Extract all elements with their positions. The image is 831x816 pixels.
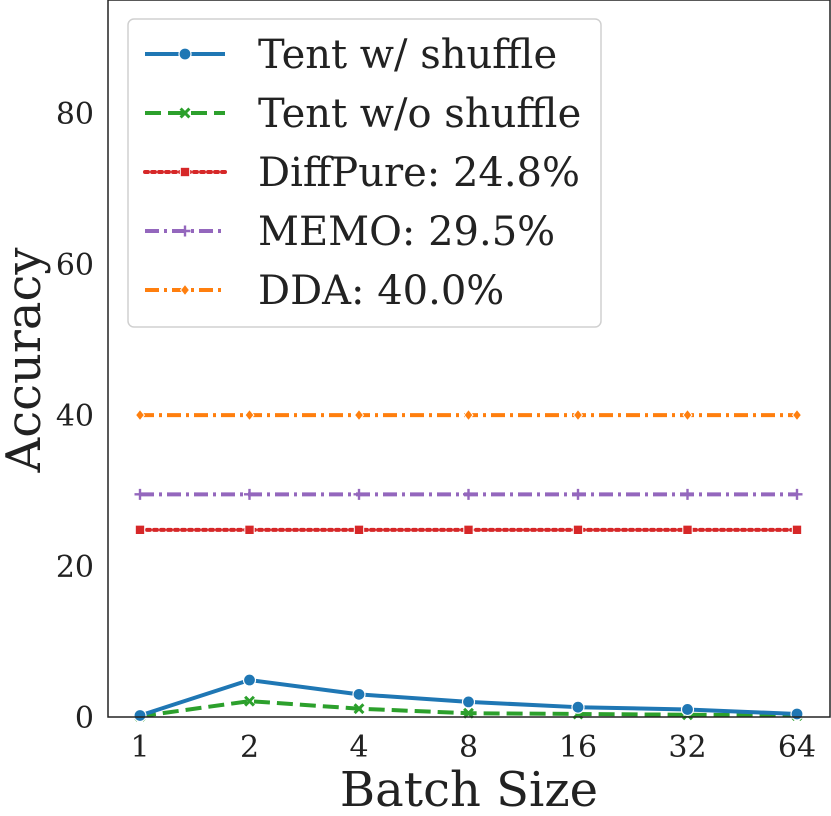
data-point-tent-w-o-shuffle-8 [463,707,474,719]
data-point-memo-16 [572,488,584,500]
legend-box [127,18,602,328]
data-point-diffpure-32 [682,524,693,536]
legend-entries: Tent w/ shuffle Tent w/o shuffle DiffPure:… [143,32,581,314]
legend-marker-tent-w-shuffle [178,47,192,61]
series-dda [134,408,803,422]
data-point-diffpure-1 [134,524,146,536]
y-axis-title: Accuracy [0,248,52,474]
legend-label-diffpure: DiffPure: 24.8% [258,150,580,196]
y-tick-label: 20 [56,550,94,585]
x-tick-label: 8 [459,730,478,765]
legend-label-tent-w-shuffle: Tent w/ shuffle [258,32,557,78]
legend-marker-diffpure [179,166,191,178]
y-tick-label: 0 [75,701,94,736]
x-tick-label: 64 [778,730,816,765]
legend-label-dda: DDA: 40.0% [258,268,504,314]
data-point-dda-8 [463,408,474,422]
series-diffpure [134,524,803,536]
data-point-memo-2 [244,488,255,500]
legend-entry-tent-w-shuffle: Tent w/ shuffle [145,32,557,78]
data-point-dda-2 [244,408,255,422]
data-point-tent-w-shuffle-4 [352,687,366,701]
data-point-tent-w-shuffle-2 [242,673,257,687]
series-layer [133,408,804,723]
series-memo [134,488,803,500]
data-point-dda-32 [682,408,693,422]
legend-marker-dda [179,283,191,297]
legend: Tent w/ shuffle Tent w/o shuffle DiffPure:… [127,18,602,328]
data-point-tent-w-shuffle-8 [461,695,476,709]
data-point-tent-w-shuffle-32 [680,702,695,717]
data-point-tent-w-shuffle-1 [133,708,147,723]
y-tick-labels: 0 20 40 60 80 [56,97,94,736]
data-point-tent-w-o-shuffle-2 [244,695,255,707]
x-tick-label: 1 [130,730,149,765]
legend-marker-memo [179,225,191,237]
legend-entry-diffpure: DiffPure: 24.8% [143,150,580,196]
data-point-diffpure-16 [572,524,584,536]
legend-marker-tent-w-o-shuffle [179,107,191,119]
data-point-memo-8 [463,488,474,500]
legend-entry-tent-w-o-shuffle: Tent w/o shuffle [145,91,581,137]
data-point-diffpure-2 [244,524,255,536]
x-tick-label: 2 [240,730,259,765]
legend-label-memo: MEMO: 29.5% [258,209,555,255]
legend-label-tent-w-o-shuffle: Tent w/o shuffle [258,91,581,137]
x-tick-label: 16 [559,730,597,765]
data-point-dda-1 [134,408,146,422]
legend-entry-dda: DDA: 40.0% [145,268,504,314]
data-point-diffpure-8 [463,524,474,536]
x-tick-label: 32 [668,730,706,765]
data-point-memo-32 [682,488,693,500]
y-tick-label: 60 [56,248,94,283]
data-point-tent-w-o-shuffle-4 [353,703,365,715]
plot-frame [107,0,831,718]
data-point-memo-64 [791,488,803,500]
y-tick-label: 80 [56,97,94,132]
data-point-memo-1 [134,488,146,500]
x-tick-labels: 1 2 4 8 16 32 64 [130,730,816,765]
data-point-tent-w-shuffle-64 [790,707,804,721]
series-tent-w-shuffle [133,673,804,723]
data-point-dda-64 [791,408,803,422]
legend-entry-memo: MEMO: 29.5% [145,209,555,255]
data-point-diffpure-64 [791,524,803,536]
y-tick-label: 40 [56,399,94,434]
data-point-diffpure-4 [353,524,365,536]
data-point-dda-4 [353,408,365,422]
data-point-memo-4 [353,488,365,500]
data-point-tent-w-shuffle-16 [571,700,585,714]
x-axis-title: Batch Size [340,762,598,816]
data-point-dda-16 [572,408,584,422]
x-tick-label: 4 [349,730,368,765]
